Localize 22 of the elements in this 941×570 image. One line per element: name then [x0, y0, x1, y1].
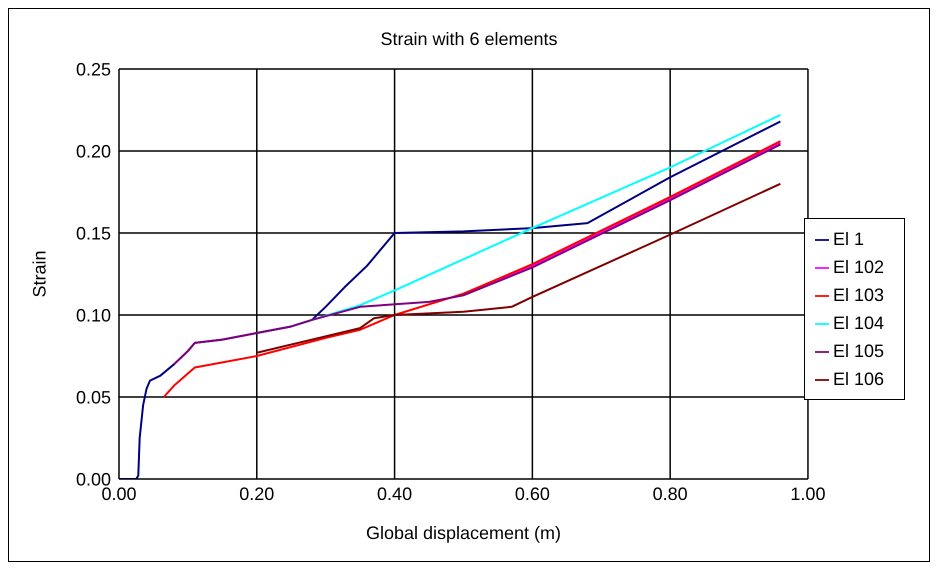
- x-tick-label: 0.80: [652, 484, 688, 504]
- y-tick-label: 0.10: [76, 305, 111, 326]
- x-tick-label: 0.60: [514, 484, 550, 504]
- y-tick-label: 0.25: [76, 59, 111, 80]
- y-tick-label: 0.15: [76, 223, 111, 244]
- chart-title: Strain with 6 elements: [379, 28, 559, 51]
- line-series: [256, 182, 782, 354]
- legend-label: El 103: [832, 285, 884, 305]
- y-tick-label: 0.05: [76, 387, 111, 408]
- x-axis-title: Global displacement (m): [366, 523, 562, 543]
- x-tick-label: 1.00: [790, 484, 826, 504]
- line-series: [162, 140, 782, 398]
- legend-label: El 102: [832, 257, 884, 277]
- legend-label: El 104: [832, 313, 884, 333]
- legend-label: El 105: [832, 341, 884, 361]
- legend-label: El 1: [832, 229, 864, 249]
- line-series: [173, 143, 782, 366]
- x-tick-label: 0.40: [377, 484, 412, 504]
- x-tick-label: 0.20: [239, 484, 274, 504]
- legend-label: El 106: [832, 369, 884, 389]
- y-axis-title: Strain: [29, 250, 50, 298]
- y-tick-label: 0.20: [76, 141, 111, 162]
